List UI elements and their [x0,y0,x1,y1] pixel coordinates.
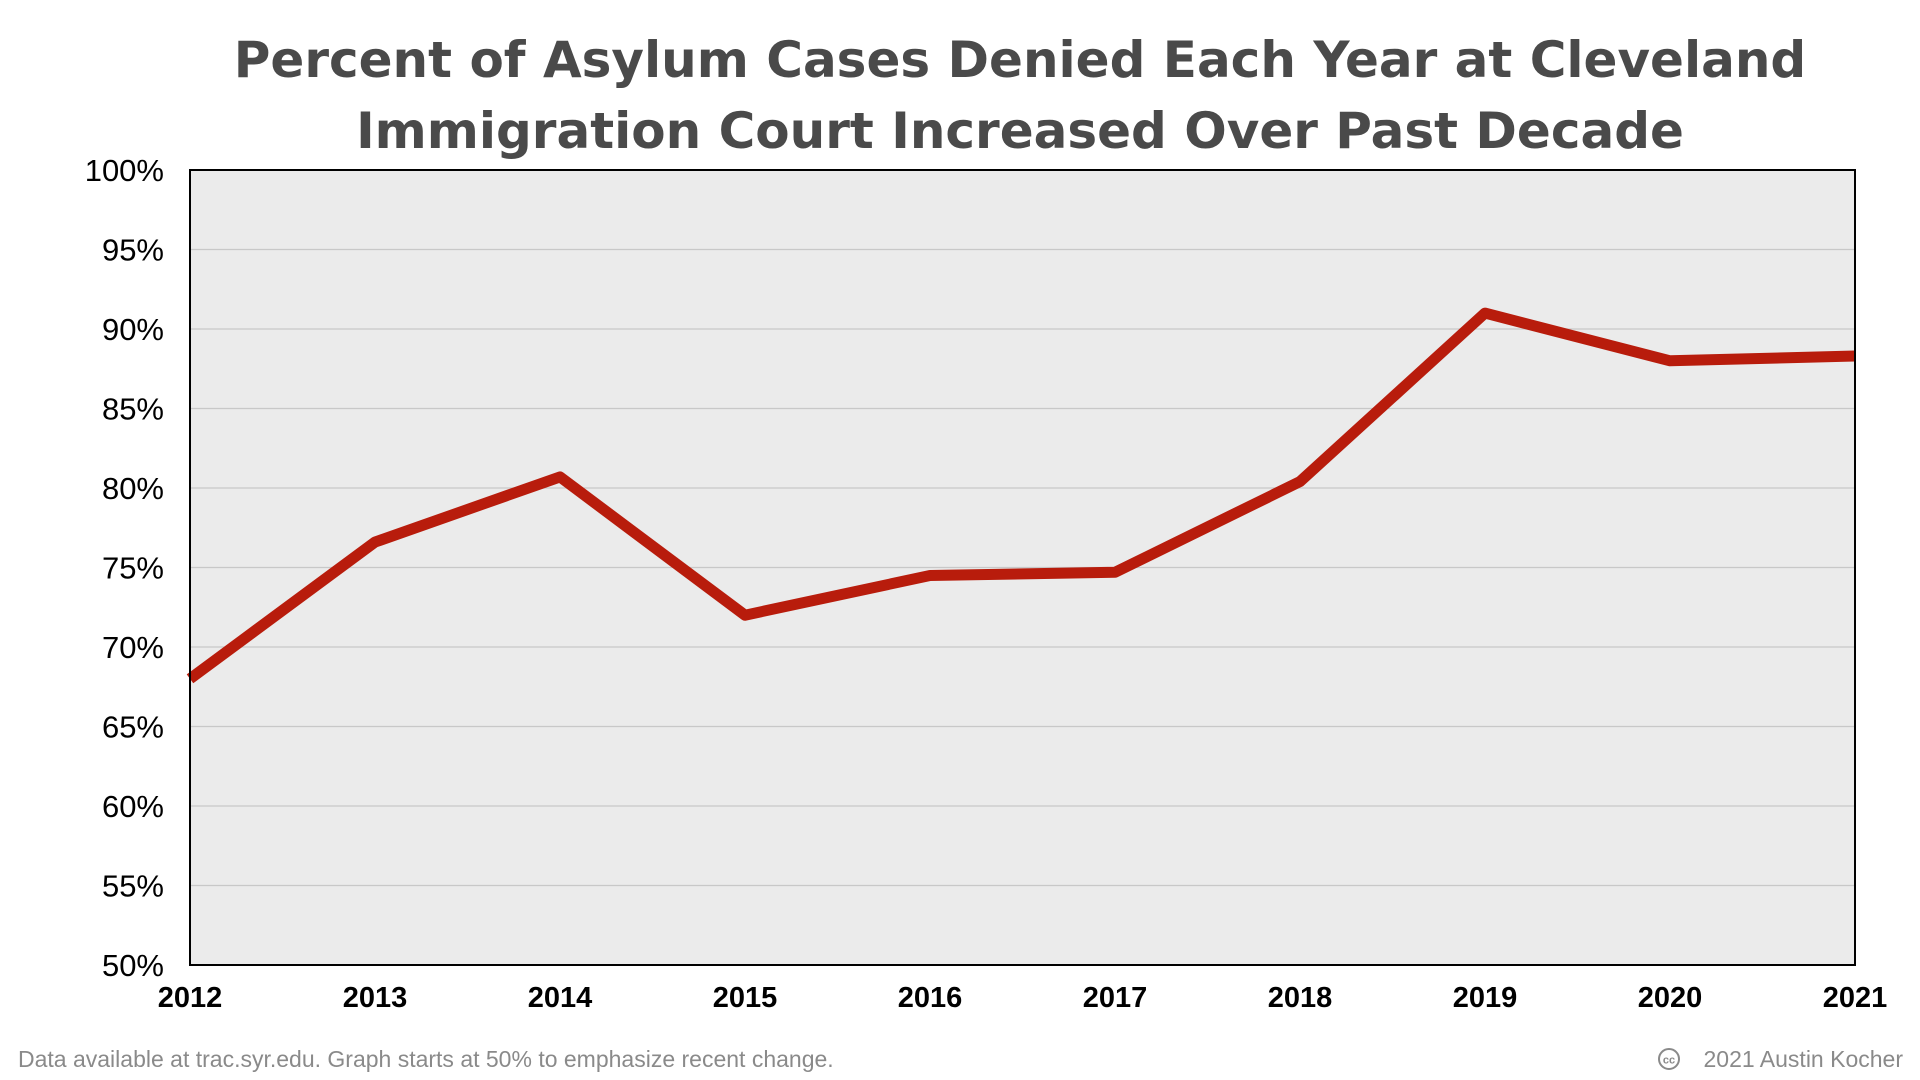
x-tick-label: 2013 [343,982,408,1014]
chart-title-line-1: Percent of Asylum Cases Denied Each Year… [234,31,1806,89]
x-tick-label: 2012 [158,982,223,1014]
footer-credit: 2021 Austin Kocher [1704,1046,1904,1072]
y-tick-label: 70% [102,630,164,665]
y-axis-ticks: 50% 55% 60% 65% 70% 75% 80% 85% 90% 95% 100% [85,153,164,983]
x-axis-ticks: 2012 2013 2014 2015 2016 2017 2018 2019 2020 2021 [158,982,1888,1014]
svg-text:cc: cc [1663,1055,1675,1067]
series-line [186,307,1856,684]
footer-note: Data available at trac.syr.edu. Graph st… [18,1046,834,1072]
y-tick-label: 95% [102,233,164,268]
x-tick-label: 2016 [898,982,963,1014]
y-tick-label: 65% [102,710,164,745]
x-tick-label: 2020 [1638,982,1703,1014]
series-layer [186,307,1856,684]
y-tick-label: 100% [85,153,164,188]
cc-icon: cc [1658,1048,1680,1070]
x-tick-label: 2021 [1823,982,1888,1014]
chart-title-line-2: Immigration Court Increased Over Past De… [356,102,1684,160]
x-tick-label: 2015 [713,982,778,1014]
plot-frame [189,169,1856,966]
y-tick-label: 80% [102,471,164,506]
x-tick-label: 2018 [1268,982,1333,1014]
y-tick-label: 55% [102,869,164,904]
y-tick-label: 85% [102,392,164,427]
gridlines [190,248,1855,887]
y-tick-label: 90% [102,312,164,347]
y-tick-label: 60% [102,789,164,824]
y-tick-label: 50% [102,948,164,983]
x-tick-label: 2017 [1083,982,1148,1014]
x-tick-label: 2014 [528,982,593,1014]
y-tick-label: 75% [102,551,164,586]
x-tick-label: 2019 [1453,982,1518,1014]
